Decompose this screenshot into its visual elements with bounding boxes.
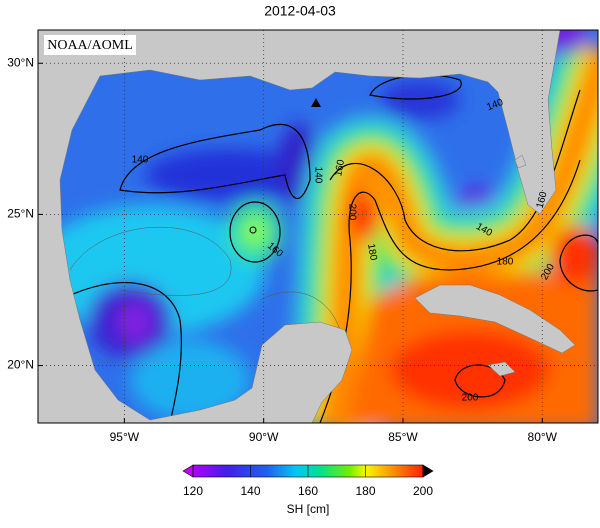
- contour-label: 140: [132, 155, 149, 166]
- colorbar-tick-label: 180: [355, 484, 375, 498]
- lon-tick-label: 80°W: [528, 430, 558, 444]
- colorbar-tick-label: 160: [298, 484, 318, 498]
- lon-tick-label: 95°W: [110, 430, 140, 444]
- colorbar-tick-label: 200: [413, 484, 433, 498]
- lat-tick-label: 20°N: [7, 358, 34, 372]
- lat-tick-label: 25°N: [7, 207, 34, 221]
- colorbar-high-arrow: [422, 464, 434, 478]
- lat-tick-label: 30°N: [7, 55, 34, 69]
- contour-label: 160: [333, 158, 347, 177]
- lon-tick-label: 85°W: [388, 430, 418, 444]
- title: 2012-04-03: [264, 3, 336, 19]
- contour-label: 180: [365, 243, 379, 262]
- colorbar-label: SH [cm]: [287, 502, 330, 516]
- contour-label: 180: [497, 257, 514, 268]
- eddy-center-marker: [249, 226, 257, 234]
- lon-tick-label: 90°W: [249, 430, 279, 444]
- credit: NOAA/AOML: [47, 38, 133, 53]
- colorbar-tick-label: 120: [183, 484, 203, 498]
- contour-label: 200: [462, 393, 479, 404]
- contour-label: 140: [312, 167, 323, 184]
- station-marker: [311, 98, 321, 107]
- map-frame: [37, 29, 599, 424]
- colorbar-low-arrow: [182, 464, 194, 478]
- credit-box: [44, 35, 136, 55]
- contour-label: 160: [535, 190, 550, 209]
- colorbar-tick-label: 140: [240, 484, 260, 498]
- contour-label: 200: [346, 204, 357, 221]
